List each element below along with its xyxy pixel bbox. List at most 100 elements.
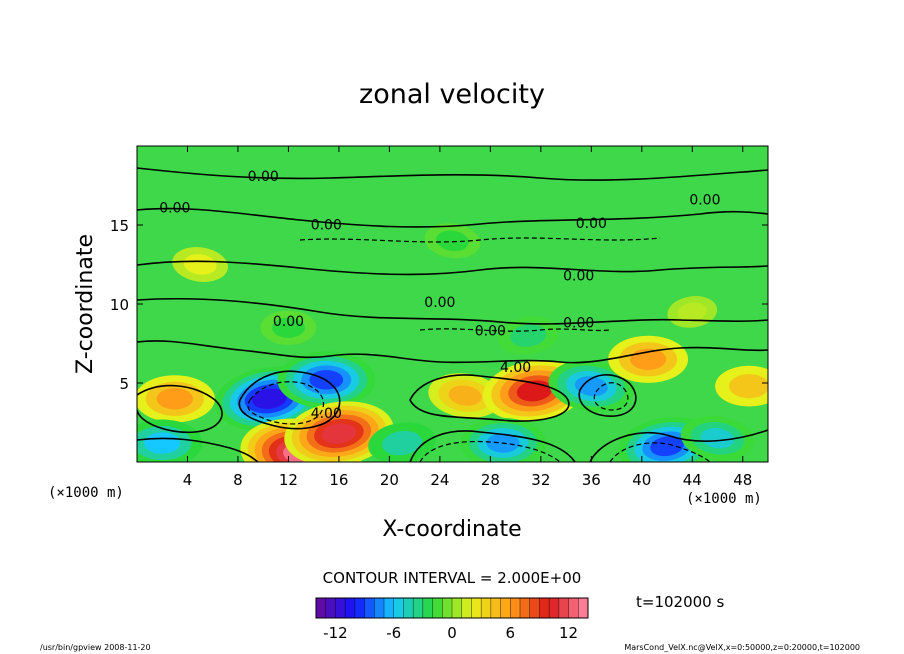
contour-line	[409, 374, 570, 422]
velocity-feature	[424, 223, 481, 259]
contour-line	[609, 442, 711, 462]
y-tick-label: 10	[110, 296, 129, 314]
time-label: t=102000 s	[636, 593, 724, 611]
x-tick-label: 44	[683, 471, 702, 489]
velocity-feature	[137, 419, 203, 462]
x-tick-label: 36	[582, 471, 601, 489]
colorbar-cell	[403, 598, 414, 618]
colorbar-cell	[422, 598, 434, 618]
colorbar-tick-label: 6	[506, 624, 516, 642]
y-unit-label: (×1000 m)	[48, 485, 124, 501]
colorbar-cell	[452, 598, 463, 618]
colorbar-cell	[490, 598, 502, 618]
contour-label: 0.00	[273, 314, 304, 330]
velocity-level	[650, 436, 684, 457]
colorbar-cell	[384, 598, 395, 618]
contour-label: 0.00	[159, 200, 190, 216]
contour-line	[238, 370, 341, 430]
colorbar-cell	[374, 598, 385, 618]
colorbar-frame	[315, 597, 589, 619]
x-axis: 4 8 12 16 20 24 28 32 36 40 44 48	[183, 146, 752, 489]
contour-label: 0.00	[563, 268, 594, 284]
velocity-level	[700, 428, 735, 449]
contour-line	[247, 381, 325, 425]
velocity-feature	[260, 310, 317, 345]
velocity-feature	[608, 335, 689, 383]
x-tick-label: 8	[233, 471, 243, 489]
footer-left: /usr/bin/gpview 2008-11-20	[40, 643, 151, 652]
velocity-level	[677, 302, 707, 322]
contour-line	[409, 430, 576, 462]
colorbar-tick-label: 12	[559, 624, 578, 642]
contour-line	[137, 260, 768, 276]
x-tick-label: 40	[632, 471, 651, 489]
contour-label: 0.00	[563, 316, 594, 332]
colorbar-cell	[354, 598, 366, 618]
velocity-level	[574, 376, 608, 397]
contour-line	[593, 382, 629, 411]
velocity-feature	[172, 247, 228, 282]
colorbar-cell	[510, 598, 521, 618]
colorbar-cell	[335, 598, 346, 618]
colorbar-cell	[316, 598, 327, 618]
zero-contours	[137, 167, 768, 462]
contour-line	[419, 440, 561, 462]
velocity-level	[448, 385, 482, 406]
colorbar-cell	[539, 598, 550, 618]
contour-line	[578, 374, 637, 417]
colorbar-cell	[461, 598, 472, 618]
velocity-feature	[548, 360, 635, 412]
x-tick-label: 20	[380, 471, 399, 489]
velocity-level	[144, 432, 181, 454]
x-tick-label: 12	[279, 471, 298, 489]
velocity-level	[436, 230, 469, 252]
colorbar-cell	[520, 598, 531, 618]
colorbar-cell	[568, 598, 579, 618]
plot-area: 0.00 0.00 0.00 0.00 0.00 0.00 0.00 0.00 0.00 0.00…	[137, 146, 768, 462]
colorbar-cell	[364, 598, 375, 618]
velocity-feature	[428, 373, 502, 419]
velocity-feature	[137, 375, 215, 423]
velocity-level	[321, 423, 357, 444]
contour-labels: 0.00 0.00 0.00 0.00 0.00 0.00 0.00 0.00 0.00 0.00…	[159, 169, 720, 422]
contour-label: 4.00	[311, 406, 342, 422]
colorbar-cell	[393, 598, 404, 618]
colorbar-cell	[325, 598, 336, 618]
colorbar-cell	[413, 598, 424, 618]
contour-line	[137, 207, 768, 228]
contour-label: 0.00	[689, 192, 720, 208]
x-tick-label: 4	[183, 471, 193, 489]
footer-right: MarsCond_VelX.nc@VelX,x=0:50000,z=0:2000…	[624, 643, 860, 652]
velocity-feature	[680, 415, 755, 461]
x-axis-label: X-coordinate	[382, 517, 521, 542]
contour-line	[137, 384, 223, 434]
colorbar-tick-label: -12	[323, 624, 348, 642]
contour-line	[137, 297, 768, 325]
colorbar-cell	[500, 598, 511, 618]
y-axis-label: Z-coordinate	[73, 234, 98, 374]
velocity-level	[271, 317, 305, 338]
colorbar-tick-label: -6	[386, 624, 401, 642]
velocity-feature	[497, 316, 560, 355]
x-tick-label: 24	[430, 471, 449, 489]
chart-title: zonal velocity	[359, 79, 545, 110]
contour-line	[299, 237, 661, 243]
colorbar-cell	[529, 598, 540, 618]
velocity-feature	[284, 401, 394, 462]
x-tick-label: 28	[481, 471, 500, 489]
x-unit-label: (×1000 m)	[686, 491, 762, 507]
colorbar-cell	[432, 598, 443, 618]
velocity-level	[252, 388, 287, 410]
velocity-level	[729, 374, 768, 399]
velocity-feature	[368, 422, 436, 462]
contour-label: 4.00	[500, 360, 531, 376]
velocity-level	[183, 254, 217, 275]
velocity-feature	[715, 365, 768, 407]
colorbar-cell	[345, 598, 356, 618]
x-tick-label: 32	[531, 471, 550, 489]
velocity-level	[510, 324, 547, 347]
colorbar-cell	[481, 598, 492, 618]
colorbar-cell	[471, 598, 482, 618]
velocity-level	[156, 388, 193, 410]
